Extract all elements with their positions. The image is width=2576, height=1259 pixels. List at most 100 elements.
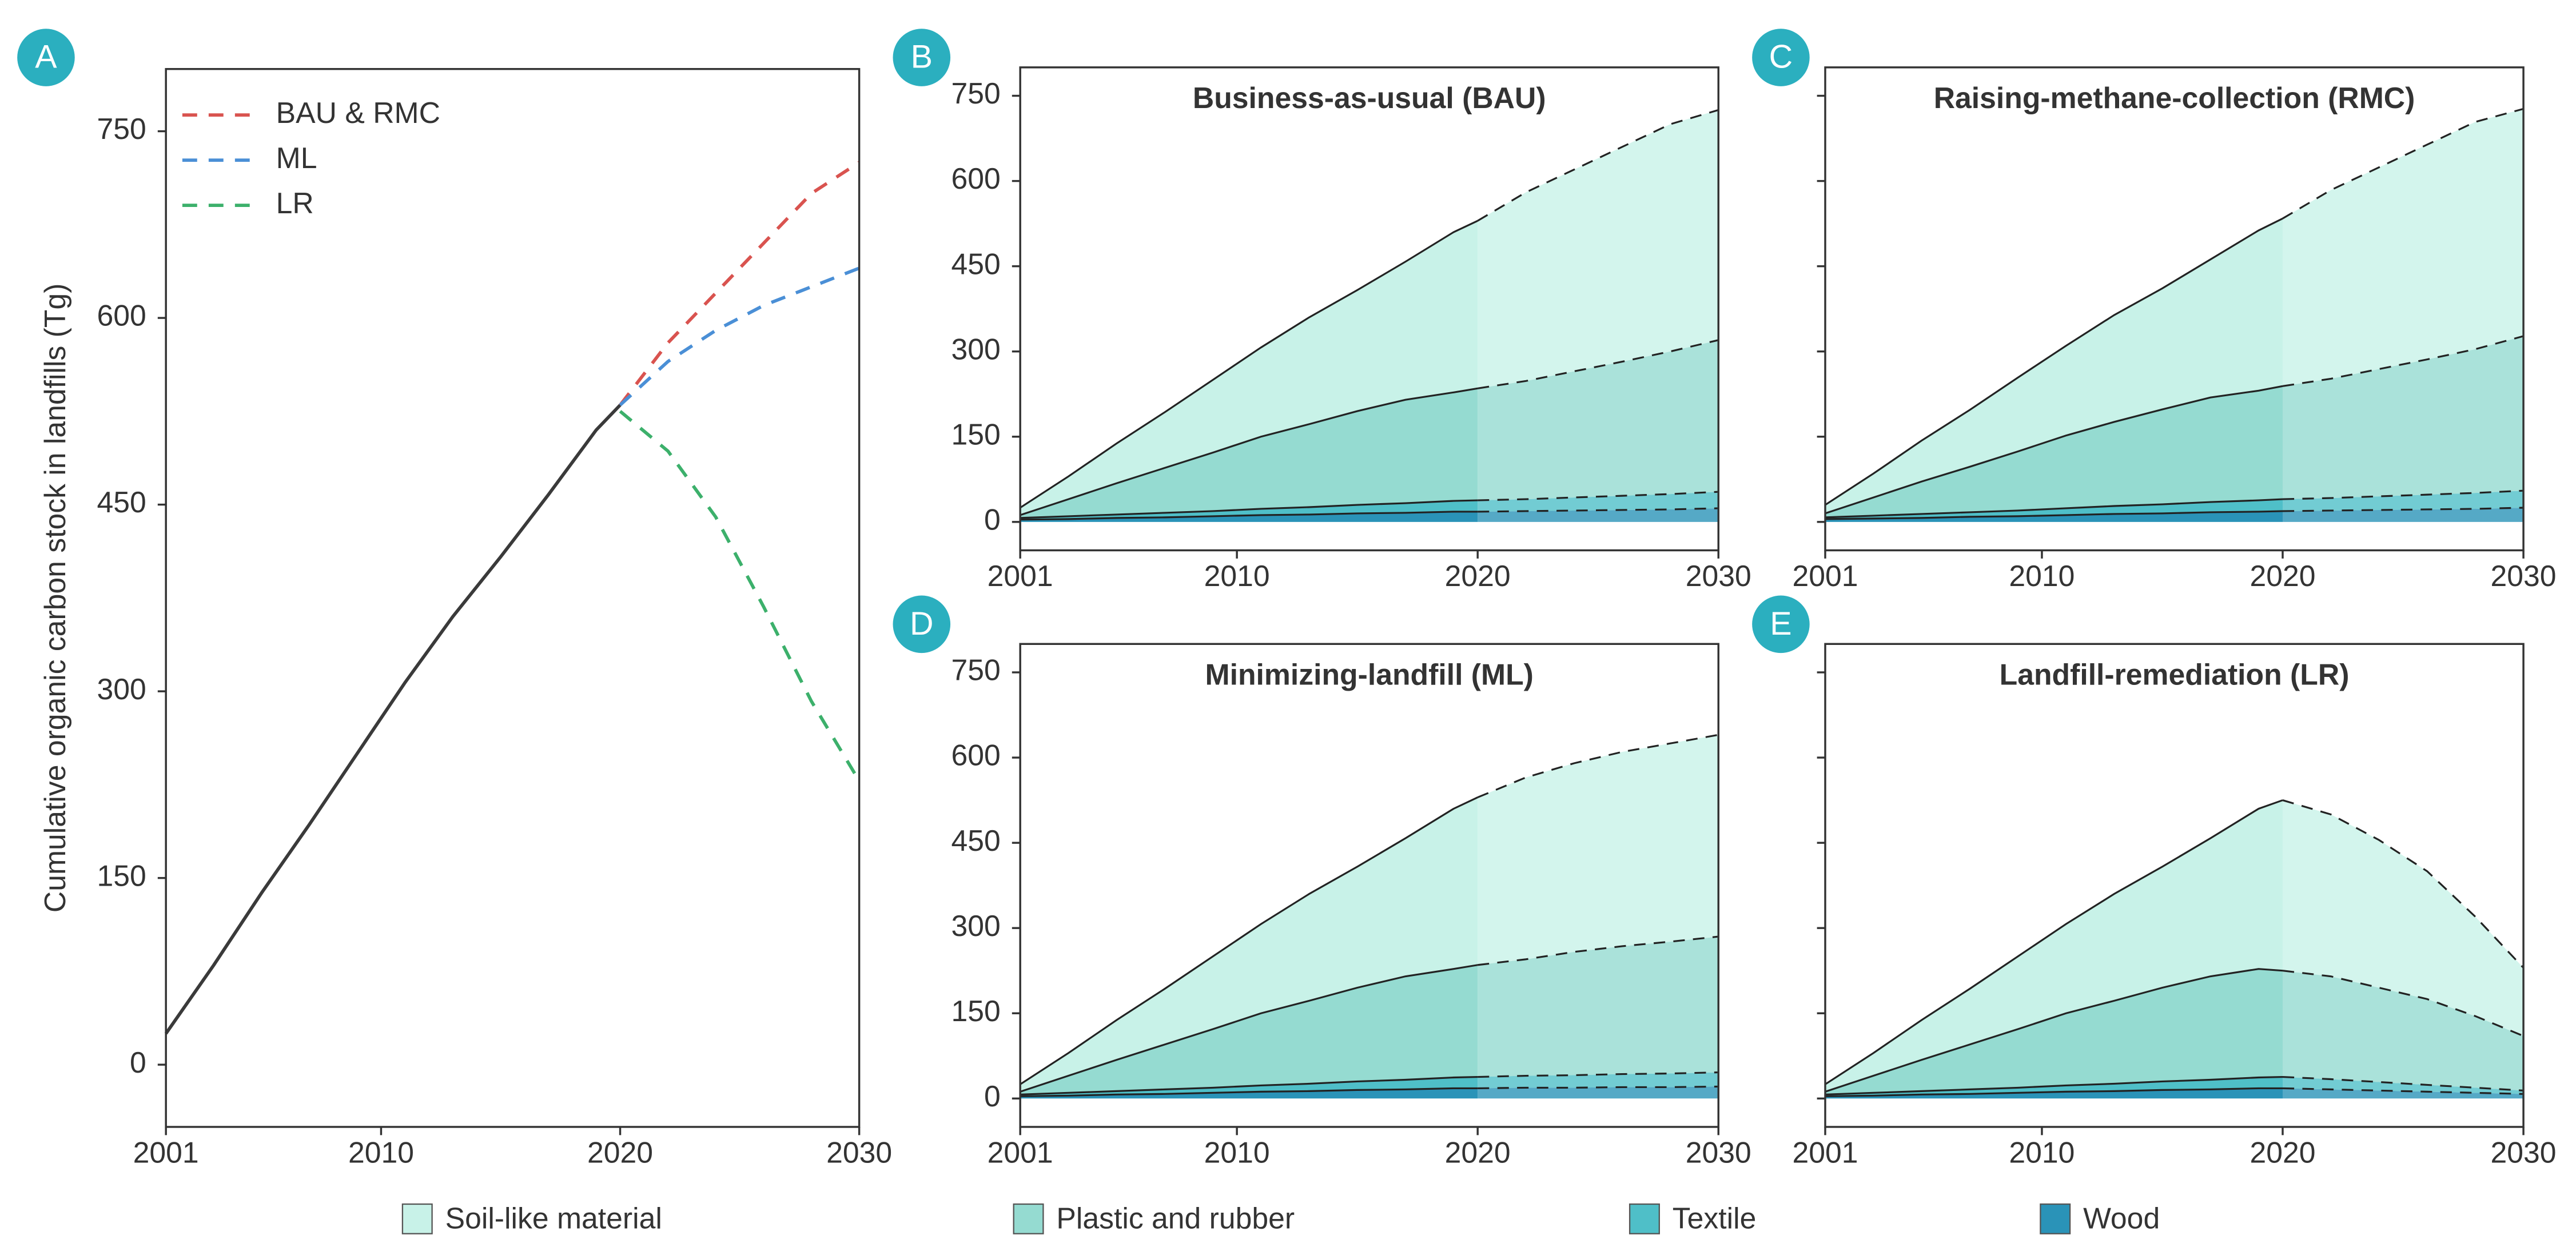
series-line [619,161,861,407]
y-tick-label: 150 [97,859,146,892]
legend-label: LR [276,186,314,220]
x-tick-label: 2020 [2249,1136,2315,1169]
area-segment [1825,800,2283,1092]
y-tick-label: 600 [951,739,1000,772]
panel-letter: A [35,39,57,75]
area-boundary [1478,935,1719,966]
area-segment [1825,218,2283,513]
area-segment [2283,970,2524,1091]
legend-swatch [1013,1203,1044,1234]
area-boundary [2282,1087,2524,1095]
area-boundary [2282,799,2525,969]
area-segment [1478,340,1719,501]
plot-frame [1824,66,2525,552]
area-segment [2283,1088,2524,1099]
x-tick-label: 2010 [1204,559,1270,592]
area-segment [1020,511,1478,522]
y-tick-label: 0 [984,503,1001,536]
area-segment [1478,1086,1719,1099]
area-boundary [1020,511,1478,521]
y-tick-label: 300 [97,672,146,706]
y-tick-label: 600 [97,299,146,332]
area-segment [1478,735,1719,965]
area-boundary [1478,491,1719,501]
x-tick-label: 2030 [1686,1136,1751,1169]
area-boundary [1825,1087,2283,1097]
area-segment [1020,221,1478,515]
area-boundary [2282,970,2524,1037]
area-boundary [1020,1087,1478,1097]
area-boundary [1825,385,2283,515]
y-axis-label: Cumulative organic carbon stock in landf… [38,284,71,913]
panel-letter: C [1769,39,1793,75]
y-tick-label: 600 [951,162,1000,195]
area-boundary [1825,968,2283,1093]
x-tick-label: 2020 [1445,559,1511,592]
y-tick-label: 450 [97,485,146,519]
area-segment [1478,110,1719,389]
panel-title: Minimizing-landfill (ML) [1205,658,1534,691]
legend-label: Soil-like material [445,1201,662,1234]
x-tick-label: 2001 [988,1136,1053,1169]
y-tick-label: 0 [984,1079,1001,1113]
area-boundary [1825,1075,2283,1095]
x-tick-label: 2001 [1792,559,1858,592]
x-tick-label: 2030 [1686,559,1751,592]
area-segment [1825,1088,2283,1099]
area-boundary [1478,1085,1719,1089]
panel-badge [1752,595,1810,654]
area-segment [1020,965,1478,1095]
area-segment [1020,1088,1478,1099]
legend-swatch [401,1203,433,1234]
legend-swatch [2040,1203,2071,1234]
area-boundary [1478,507,1719,513]
x-tick-label: 2030 [2491,559,2557,592]
panel-title: Landfill-remediation (LR) [2000,658,2350,691]
panel-title: Business-as-usual (BAU) [1193,81,1546,114]
area-segment [2283,491,2524,511]
area-boundary [1020,220,1478,509]
x-tick-label: 2001 [133,1136,199,1169]
x-tick-label: 2030 [826,1136,892,1169]
x-tick-label: 2020 [2249,559,2315,592]
area-segment [2283,800,2524,1036]
panel-badge [1752,29,1810,86]
area-boundary [2282,107,2524,220]
area-boundary [2282,1075,2524,1091]
y-tick-label: 750 [951,654,1000,687]
series-line [619,266,860,407]
x-tick-label: 2001 [1792,1136,1858,1169]
x-tick-label: 2010 [1204,1136,1270,1169]
y-tick-label: 750 [97,112,146,145]
area-boundary [1020,964,1478,1093]
panel-badge [893,595,951,654]
area-boundary [2282,335,2524,387]
area-boundary [1020,387,1478,516]
area-boundary [2282,489,2524,500]
area-segment [1825,386,2283,517]
panel-title: Raising-methane-collection (RMC) [1934,81,2415,114]
legend-label: Plastic and rubber [1056,1201,1295,1234]
plot-frame [1019,66,1719,552]
y-tick-label: 150 [951,417,1000,451]
series-line [619,410,861,782]
plot-frame [1824,643,2525,1128]
plot-frame [165,67,861,1128]
plot-frame [1019,643,1719,1128]
area-boundary [1020,1075,1478,1095]
area-segment [1020,388,1478,518]
area-segment [1020,797,1478,1092]
x-tick-label: 2001 [988,559,1053,592]
area-boundary [1020,499,1478,519]
panel-badge [893,29,951,86]
x-tick-label: 2010 [2009,559,2075,592]
x-tick-label: 2020 [587,1136,653,1169]
area-boundary [1825,498,2283,519]
area-boundary [1477,339,1719,389]
area-boundary [1825,217,2283,506]
y-tick-label: 750 [951,77,1000,110]
y-tick-label: 150 [951,994,1000,1027]
area-boundary [1825,510,2283,520]
panel-letter: D [910,605,934,642]
area-boundary [1477,109,1719,222]
